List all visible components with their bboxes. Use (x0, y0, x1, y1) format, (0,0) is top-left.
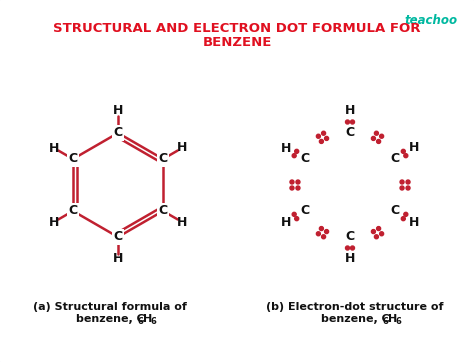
Text: H: H (409, 142, 419, 155)
Circle shape (346, 246, 349, 250)
Text: C: C (158, 152, 168, 165)
Text: C: C (158, 205, 168, 218)
Circle shape (321, 131, 326, 135)
Circle shape (292, 212, 296, 216)
Circle shape (319, 139, 323, 143)
Circle shape (372, 136, 375, 140)
Circle shape (400, 186, 404, 190)
Circle shape (377, 227, 381, 231)
Circle shape (292, 153, 296, 158)
Circle shape (404, 212, 408, 216)
Circle shape (325, 230, 328, 233)
Circle shape (316, 134, 320, 138)
Text: C: C (301, 152, 310, 165)
Text: BENZENE: BENZENE (202, 36, 272, 49)
Text: C: C (68, 205, 78, 218)
Circle shape (401, 217, 405, 221)
Circle shape (377, 139, 381, 143)
Circle shape (290, 180, 294, 184)
Circle shape (325, 136, 328, 140)
Circle shape (296, 180, 300, 184)
Circle shape (295, 150, 299, 153)
Text: (a) Structural formula of: (a) Structural formula of (33, 302, 187, 312)
Text: benzene, C: benzene, C (320, 314, 389, 324)
Text: 6: 6 (383, 317, 389, 326)
Circle shape (406, 180, 410, 184)
Circle shape (372, 230, 375, 233)
Circle shape (296, 186, 300, 190)
Text: STRUCTURAL AND ELECTRON DOT FORMULA FOR: STRUCTURAL AND ELECTRON DOT FORMULA FOR (53, 22, 421, 35)
Text: C: C (346, 231, 355, 244)
Text: C: C (68, 152, 78, 165)
Circle shape (290, 186, 294, 190)
Text: H: H (409, 215, 419, 228)
Circle shape (406, 186, 410, 190)
Text: H: H (49, 215, 59, 228)
Text: C: C (391, 152, 400, 165)
Text: H: H (345, 253, 355, 265)
Circle shape (374, 131, 378, 135)
Circle shape (374, 235, 378, 239)
Text: (b) Electron-dot structure of: (b) Electron-dot structure of (266, 302, 444, 312)
Text: 6: 6 (151, 317, 157, 326)
Circle shape (350, 120, 355, 124)
Text: H: H (281, 142, 291, 155)
Text: C: C (113, 231, 123, 244)
Text: H: H (345, 105, 355, 118)
Text: H: H (281, 215, 291, 228)
Text: C: C (113, 126, 123, 139)
Text: H: H (49, 142, 59, 155)
Circle shape (316, 232, 320, 236)
Text: H: H (143, 314, 152, 324)
Text: H: H (388, 314, 397, 324)
Circle shape (380, 134, 383, 138)
Text: H: H (113, 253, 123, 265)
Circle shape (321, 235, 326, 239)
Circle shape (295, 217, 299, 221)
Circle shape (319, 227, 323, 231)
Text: 6: 6 (138, 317, 144, 326)
Text: C: C (391, 205, 400, 218)
Text: 6: 6 (396, 317, 402, 326)
Circle shape (401, 150, 405, 153)
Circle shape (346, 120, 349, 124)
Text: C: C (346, 126, 355, 139)
Text: H: H (113, 105, 123, 118)
Text: teachoo: teachoo (405, 14, 458, 27)
Text: H: H (177, 215, 187, 228)
Circle shape (380, 232, 383, 236)
Text: H: H (177, 142, 187, 155)
Text: C: C (301, 205, 310, 218)
Circle shape (350, 246, 355, 250)
Circle shape (404, 153, 408, 158)
Text: benzene, C: benzene, C (76, 314, 145, 324)
Circle shape (400, 180, 404, 184)
